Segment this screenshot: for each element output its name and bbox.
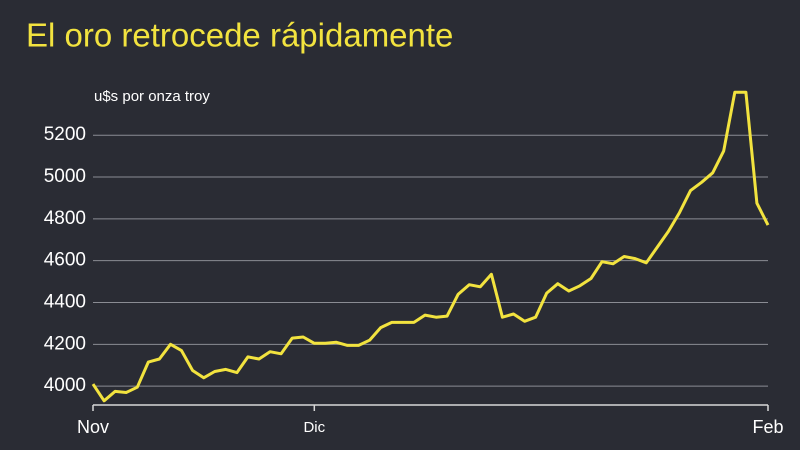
x-tick-label: Nov: [77, 417, 109, 437]
chart-subtitle: u$s por onza troy: [94, 88, 210, 105]
y-tick-label: 4800: [44, 208, 86, 229]
y-tick-label: 5000: [44, 166, 86, 187]
y-tick-label: 4400: [44, 292, 86, 313]
y-tick-label: 4600: [44, 250, 86, 271]
y-tick-label: 4000: [44, 375, 86, 396]
y-tick-label: 5200: [44, 124, 86, 145]
chart-title: El oro retrocede rápidamente: [26, 17, 453, 54]
y-tick-label: 4200: [44, 333, 86, 354]
x-tick-label: Feb: [752, 417, 783, 437]
x-tick-label: Dic: [303, 419, 325, 436]
line-series: [91, 90, 770, 403]
